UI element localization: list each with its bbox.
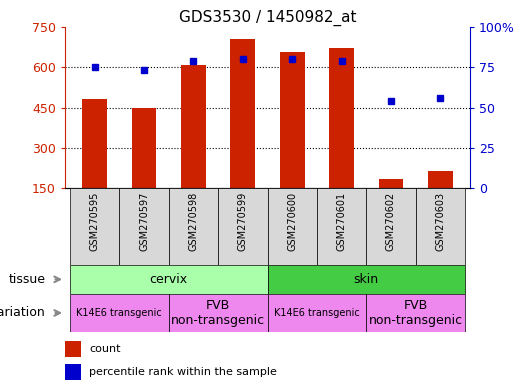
Title: GDS3530 / 1450982_at: GDS3530 / 1450982_at (179, 9, 356, 25)
Bar (82, 99, 107, 188)
Bar (267, 294, 366, 332)
FancyBboxPatch shape (119, 188, 169, 265)
Bar (70, 294, 169, 332)
FancyBboxPatch shape (169, 188, 218, 265)
Bar (230, 39, 255, 188)
Text: K14E6 transgenic: K14E6 transgenic (76, 308, 162, 318)
Text: GSM270602: GSM270602 (386, 192, 396, 251)
Text: K14E6 transgenic: K14E6 transgenic (274, 308, 360, 318)
Bar (267, 265, 465, 294)
FancyBboxPatch shape (317, 188, 366, 265)
Text: GSM270597: GSM270597 (139, 192, 149, 252)
Text: tissue: tissue (8, 273, 45, 286)
Text: GSM270595: GSM270595 (90, 192, 99, 252)
FancyBboxPatch shape (416, 188, 465, 265)
FancyBboxPatch shape (218, 188, 267, 265)
Bar (65, 364, 81, 380)
FancyBboxPatch shape (267, 188, 317, 265)
Text: GSM270598: GSM270598 (188, 192, 198, 251)
Text: cervix: cervix (150, 273, 188, 286)
Text: skin: skin (354, 273, 379, 286)
Bar (379, 179, 403, 188)
FancyBboxPatch shape (70, 188, 119, 265)
Bar (428, 170, 453, 188)
Bar (280, 52, 304, 188)
Text: genotype/variation: genotype/variation (0, 306, 45, 319)
Text: GSM270599: GSM270599 (238, 192, 248, 251)
Bar (169, 294, 267, 332)
Text: percentile rank within the sample: percentile rank within the sample (89, 367, 277, 377)
Bar (181, 65, 206, 188)
Bar (366, 294, 465, 332)
Bar (132, 108, 157, 188)
Text: GSM270603: GSM270603 (435, 192, 445, 251)
Text: GSM270600: GSM270600 (287, 192, 297, 251)
Bar (70, 265, 267, 294)
Text: count: count (89, 344, 121, 354)
Text: FVB
non-transgenic: FVB non-transgenic (369, 299, 463, 327)
Text: FVB
non-transgenic: FVB non-transgenic (171, 299, 265, 327)
Text: GSM270601: GSM270601 (337, 192, 347, 251)
Bar (329, 48, 354, 188)
FancyBboxPatch shape (366, 188, 416, 265)
Bar (65, 341, 81, 357)
